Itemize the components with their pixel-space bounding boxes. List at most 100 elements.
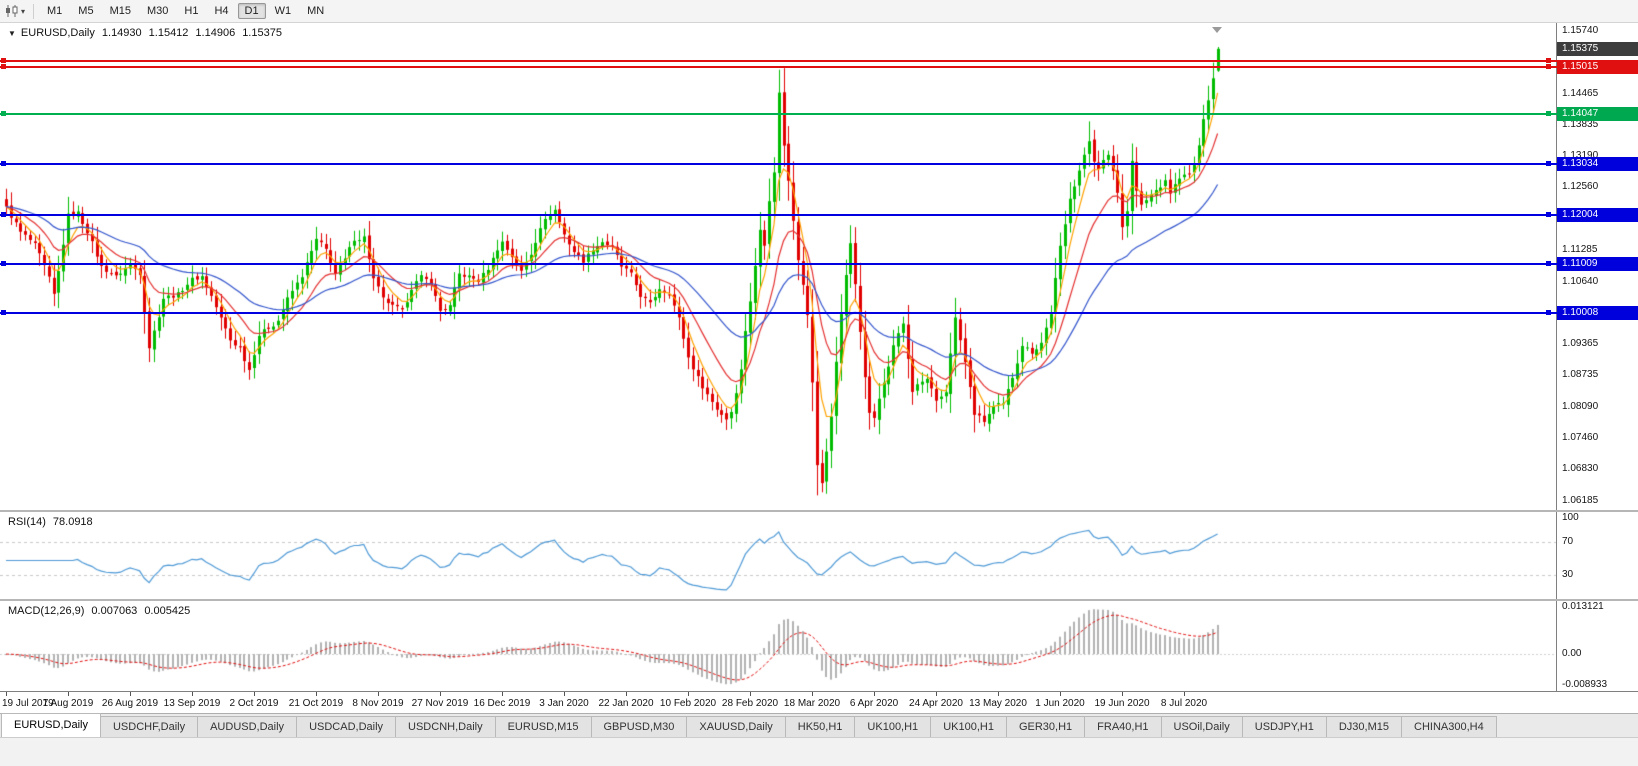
- line-endpoint-handle[interactable]: [1546, 260, 1551, 266]
- time-axis[interactable]: 19 Jul 2019 7 Aug 2019 26 Aug 2019 13 Sep 2…: [0, 691, 1638, 713]
- timeframe-m1[interactable]: M1: [40, 3, 69, 19]
- line-endpoint-handle[interactable]: [1, 260, 6, 266]
- time-axis-label: 13 Sep 2019: [163, 698, 221, 709]
- time-axis-tick: [1122, 692, 1123, 696]
- time-axis-tick: [936, 692, 937, 696]
- horizontal-level-line[interactable]: [0, 260, 1638, 266]
- price-axis-label: 1.15740: [1562, 24, 1599, 36]
- timeframe-h4[interactable]: H4: [207, 3, 235, 19]
- chart-tab[interactable]: UK100,H1: [854, 716, 932, 737]
- price-badge: 1.15375: [1557, 41, 1638, 56]
- chart-tab[interactable]: XAUUSD,Daily: [686, 716, 786, 737]
- rsi-panel[interactable]: RSI(14) 78.0918 100 70 30: [0, 512, 1638, 599]
- horizontal-level-line[interactable]: [0, 160, 1638, 166]
- time-axis-label: 27 Nov 2019: [411, 698, 469, 709]
- timeframe-m15[interactable]: M15: [103, 3, 138, 19]
- price-badge: 1.15015: [1557, 59, 1638, 74]
- horizontal-level-line[interactable]: [0, 57, 1638, 63]
- price-axis-label: 1.13190: [1562, 150, 1599, 162]
- panel-separator[interactable]: [0, 599, 1638, 601]
- chart-tab[interactable]: GER30,H1: [1005, 716, 1086, 737]
- time-axis-label: 24 Apr 2020: [909, 698, 963, 709]
- timeframe-m5[interactable]: M5: [71, 3, 100, 19]
- chart-tab[interactable]: USDJPY,H1: [1241, 716, 1327, 737]
- time-axis-tick: [750, 692, 751, 696]
- chart-tab[interactable]: USOil,Daily: [1160, 716, 1243, 737]
- toolbar: ▾ M1 M5 M15 M30 H1 H4 D1 W1 MN: [0, 0, 1638, 23]
- rsi-axis-label: 100: [1562, 512, 1579, 523]
- macd-axis[interactable]: 0.013121 0.00 -0.008933: [1556, 601, 1638, 691]
- chart-tab[interactable]: USDCHF,Daily: [99, 716, 199, 737]
- chart-symbol-period: EURUSD,Daily: [20, 27, 95, 39]
- horizontal-level-line[interactable]: [0, 309, 1638, 315]
- price-panel[interactable]: ▼ EURUSD,Daily 1.14930 1.15412 1.14906 1.1537…: [0, 23, 1638, 510]
- line-endpoint-handle[interactable]: [1546, 111, 1551, 117]
- horizontal-level-line[interactable]: [0, 111, 1638, 117]
- line-endpoint-handle[interactable]: [1, 57, 6, 63]
- macd-canvas[interactable]: [0, 601, 1556, 691]
- timeframe-m30[interactable]: M30: [140, 3, 175, 19]
- chart-tab[interactable]: DJ30,M15: [1325, 716, 1402, 737]
- rsi-canvas[interactable]: [0, 512, 1556, 599]
- rsi-axis[interactable]: 100 70 30: [1556, 512, 1638, 599]
- time-axis-label: 26 Aug 2019: [101, 698, 159, 709]
- line-endpoint-handle[interactable]: [1546, 211, 1551, 217]
- ohlc-high: 1.15412: [148, 27, 189, 39]
- line-endpoint-handle[interactable]: [1, 309, 6, 315]
- chart-tab[interactable]: UK100,H1: [930, 716, 1007, 737]
- line-endpoint-handle[interactable]: [1546, 57, 1551, 63]
- price-axis-label: 1.12560: [1562, 181, 1599, 193]
- time-axis-label: 3 Jan 2020: [539, 698, 589, 709]
- timeframe-mn[interactable]: MN: [300, 3, 331, 19]
- timeframe-h1[interactable]: H1: [177, 3, 205, 19]
- price-axis-label: 1.10640: [1562, 275, 1599, 287]
- chart-menu-caret-icon[interactable]: ▼: [8, 29, 16, 38]
- line-endpoint-handle[interactable]: [1, 160, 6, 166]
- timeframe-w1[interactable]: W1: [268, 3, 299, 19]
- line-endpoint-handle[interactable]: [1, 111, 6, 117]
- chart-window: ▼ EURUSD,Daily 1.14930 1.15412 1.14906 1.1537…: [0, 23, 1638, 713]
- time-axis-label: 21 Oct 2019: [288, 698, 344, 709]
- chart-tab[interactable]: EURUSD,M15: [494, 716, 592, 737]
- line-endpoint-handle[interactable]: [1546, 309, 1551, 315]
- toolbar-separator: [33, 3, 35, 19]
- price-badge: 1.10008: [1557, 305, 1638, 320]
- time-axis-tick: [130, 692, 131, 696]
- price-axis-label: 1.06185: [1562, 494, 1599, 506]
- chart-tab[interactable]: CHINA300,H4: [1401, 716, 1497, 737]
- time-axis-label: 6 Apr 2020: [849, 698, 899, 709]
- price-badge: 1.11009: [1557, 256, 1638, 271]
- horizontal-level-line[interactable]: [0, 63, 1638, 69]
- time-axis-tick: [626, 692, 627, 696]
- chart-tab[interactable]: EURUSD,Daily: [1, 713, 101, 737]
- time-axis-tick: [316, 692, 317, 696]
- time-axis-tick: [998, 692, 999, 696]
- chart-tab[interactable]: GBPUSD,M30: [590, 716, 688, 737]
- time-axis-tick: [440, 692, 441, 696]
- chart-tab[interactable]: AUDUSD,Daily: [197, 716, 298, 737]
- macd-signal-value: 0.005425: [144, 605, 191, 617]
- timeframe-d1[interactable]: D1: [237, 3, 266, 19]
- rsi-axis-label: 30: [1562, 568, 1574, 580]
- chart-tab[interactable]: FRA40,H1: [1084, 716, 1162, 737]
- line-endpoint-handle[interactable]: [1546, 63, 1551, 69]
- price-chart-canvas[interactable]: [0, 23, 1556, 510]
- candlestick-chart-icon[interactable]: [4, 4, 20, 18]
- price-axis-label: 1.06830: [1562, 463, 1599, 475]
- chart-tab[interactable]: HK50,H1: [784, 716, 856, 737]
- price-axis-label: 1.09365: [1562, 338, 1599, 350]
- line-endpoint-handle[interactable]: [1546, 160, 1551, 166]
- time-axis-tick: [502, 692, 503, 696]
- chart-tab[interactable]: USDCAD,Daily: [296, 716, 397, 737]
- line-endpoint-handle[interactable]: [1, 63, 6, 69]
- macd-panel[interactable]: MACD(12,26,9) 0.007063 0.005425 0.013121 0.…: [0, 601, 1638, 691]
- rsi-axis-label: 70: [1562, 536, 1574, 548]
- time-axis-tick: [378, 692, 379, 696]
- horizontal-level-line[interactable]: [0, 211, 1638, 217]
- line-endpoint-handle[interactable]: [1, 211, 6, 217]
- chart-type-dropdown-caret-icon[interactable]: ▾: [21, 6, 26, 16]
- time-axis-label: 10 Feb 2020: [659, 698, 717, 709]
- panel-separator[interactable]: [0, 510, 1638, 512]
- price-badge: 1.12004: [1557, 207, 1638, 222]
- chart-tab[interactable]: USDCNH,Daily: [395, 716, 496, 737]
